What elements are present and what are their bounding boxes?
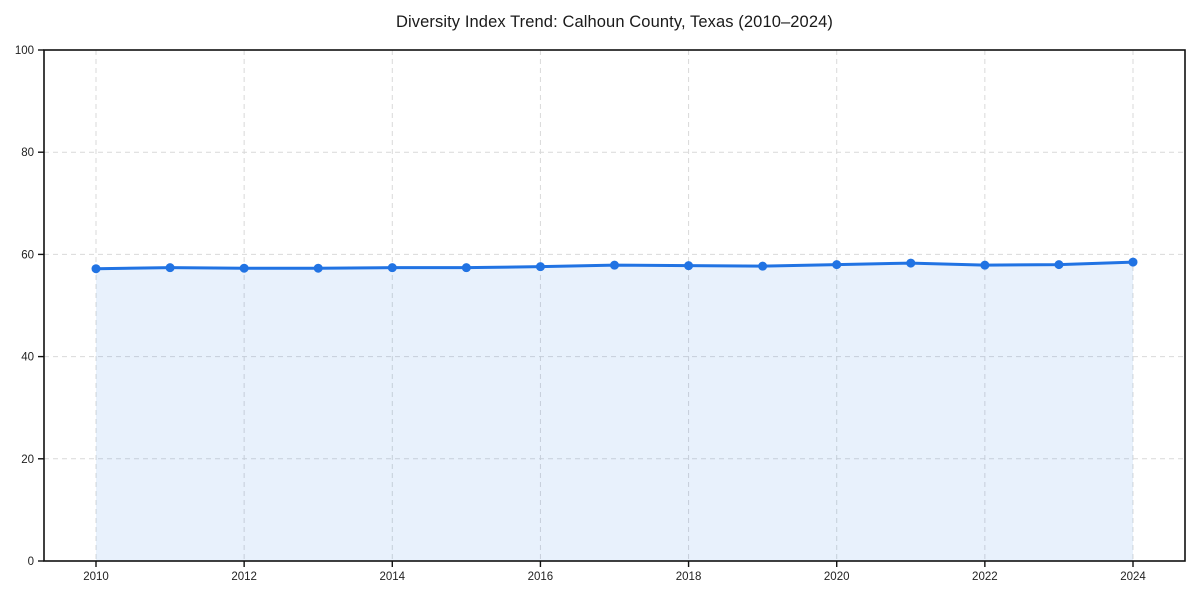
y-tick-label-100: 100 — [15, 45, 34, 57]
data-point-2014 — [387, 263, 397, 273]
data-point-2024 — [1128, 257, 1138, 267]
y-tick-label-0: 0 — [28, 556, 34, 568]
data-point-2010 — [91, 264, 101, 274]
data-point-2020 — [832, 260, 842, 270]
data-point-2017 — [610, 260, 619, 270]
area-fill — [96, 262, 1133, 561]
data-point-2011 — [165, 263, 175, 273]
y-tick-label-60: 60 — [21, 249, 34, 261]
x-tick-label-2016: 2016 — [528, 571, 554, 583]
data-point-2012 — [239, 263, 249, 273]
data-point-2013 — [313, 263, 323, 273]
x-tick-label-2010: 2010 — [83, 571, 109, 583]
data-point-2023 — [1054, 260, 1064, 270]
data-point-2018 — [684, 261, 694, 271]
y-tick-label-80: 80 — [21, 147, 34, 159]
x-tick-label-2012: 2012 — [231, 571, 257, 583]
data-point-2015 — [461, 263, 471, 273]
data-point-2022 — [980, 260, 990, 270]
plot-border — [43, 49, 1186, 562]
data-point-2016 — [535, 262, 545, 272]
x-tick-label-2018: 2018 — [676, 571, 702, 583]
data-point-2021 — [906, 258, 916, 268]
data-point-2019 — [758, 261, 768, 271]
x-tick-label-2024: 2024 — [1120, 571, 1146, 583]
x-tick-label-2020: 2020 — [824, 571, 850, 583]
y-tick-label-20: 20 — [21, 454, 34, 466]
y-tick-label-40: 40 — [21, 352, 34, 364]
x-tick-label-2014: 2014 — [379, 571, 405, 583]
x-tick-label-2022: 2022 — [972, 571, 998, 583]
chart-title: Diversity Index Trend: Calhoun County, T… — [396, 13, 833, 31]
